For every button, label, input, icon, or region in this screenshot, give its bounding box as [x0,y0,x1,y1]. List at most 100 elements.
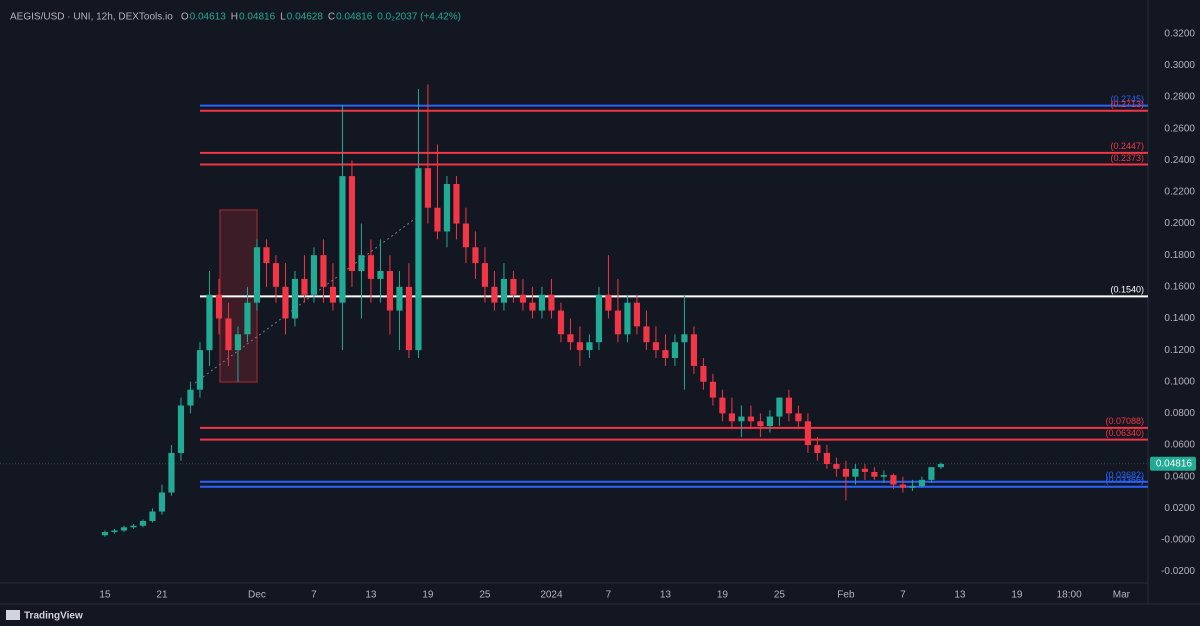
candle-body [662,350,669,359]
x-tick-label: 7 [606,590,612,601]
candle-body [757,421,764,427]
x-tick-label: 7 [311,590,317,601]
level-label: (0.03366) [1105,475,1144,485]
plot: 0.3200 0.3000 0.2800 0.2600 0.2400 0.2200 0.20… [0,28,1196,601]
candle-body [624,302,631,335]
candle-body [120,527,128,531]
x-tick-label: 15 [99,590,111,601]
candle-body [861,468,869,472]
x-tick-label: 19 [717,590,729,601]
x-tick-label: Feb [837,590,855,601]
legend-value: 0.04816 [239,12,276,23]
candle-body [320,255,327,287]
candle-body [709,381,717,398]
x-tick-label: Dec [248,590,266,601]
candle-body [852,468,859,477]
candle-body [586,342,593,351]
candle-body [557,310,565,335]
candle-body [168,452,175,493]
x-tick-label: 25 [774,590,786,601]
x-tick-label: 18:00 [1057,590,1082,601]
candle-body [225,318,232,351]
y-tick-label: -0.0200 [1161,566,1195,577]
x-tick-label: 19 [1011,590,1023,601]
legend-key: O [181,12,189,23]
candle-body [928,467,935,480]
candle-body [814,445,821,453]
level-label: (0.2447) [1110,141,1144,151]
candle-body [282,286,289,319]
candle-body [700,365,707,382]
candle-body [301,278,308,295]
candle-body [234,334,242,351]
candle-body [795,413,802,422]
y-tick-label: 0.3000 [1164,60,1195,71]
candle-body [842,468,850,477]
candle-body [358,255,365,272]
y-tick-label: 0.2200 [1164,187,1195,198]
candle-body [766,416,774,427]
legend-key: C [328,12,335,23]
candle-body [206,294,213,351]
candle-body [500,278,508,303]
candle-body [149,511,156,521]
candle-body [681,334,688,343]
candle-body [443,183,451,232]
level-label: (0.2373) [1110,153,1144,163]
candle-body [481,263,489,287]
candle-body [567,334,574,343]
symbol: AEGIS/USD · UNI, 12h, DEXTools.io [10,12,173,23]
x-tick-label: 21 [156,590,168,601]
candle-body [576,342,584,351]
candle-body [348,176,356,272]
candle-body [823,452,831,465]
candle-body [263,247,270,264]
trend-line [194,214,421,384]
candle-body [472,247,479,264]
candle-body [215,294,223,319]
y-tick-label: 0.0200 [1164,503,1195,514]
candle-body [396,286,403,311]
candle-body [491,286,498,303]
y-tick-label: 0.1000 [1164,376,1195,387]
candle-body [291,278,299,319]
candle-body [614,310,622,335]
candle-body [329,286,337,303]
candle-body [890,475,897,485]
candle-body [529,302,536,311]
candle-body [880,475,888,477]
candle-body [339,176,346,303]
y-tick-label: 0.0600 [1164,440,1195,451]
y-tick-label: -0.0000 [1161,535,1195,546]
legend-value: 0.0₂2037 (+4.42%) [377,12,461,23]
candle-body [187,389,194,406]
level-label: (0.2745) [1110,94,1144,104]
candle-body [690,334,698,366]
candle-body [833,464,840,469]
candle-body [130,525,137,528]
x-tick-label: Mar [1113,590,1131,601]
candle-body [719,397,726,414]
candle-body [510,278,517,295]
candle-body [804,421,812,446]
candle-body [111,530,118,533]
candle-body [937,464,945,468]
y-tick-label: 0.1400 [1164,313,1195,324]
candle-body [367,255,375,279]
x-tick-label: 13 [660,590,672,601]
candle-body [595,294,603,343]
legend-key: H [231,12,238,23]
candle-body [377,271,384,279]
legend-value: 0.04613 [190,12,227,23]
candle-body [415,168,422,351]
candle-body [785,397,793,414]
candle-body [728,413,736,422]
candle-body [747,416,755,422]
candle-body [272,263,280,287]
candle-body [101,532,109,536]
candle-body [453,183,460,224]
level-label: (0.06340) [1105,428,1144,438]
x-tick-label: 13 [954,590,966,601]
last-price-box [1150,456,1196,471]
